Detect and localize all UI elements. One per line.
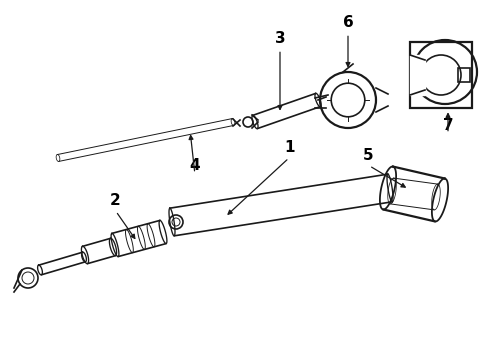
Polygon shape bbox=[410, 55, 425, 95]
Text: 7: 7 bbox=[442, 117, 453, 132]
Text: 6: 6 bbox=[343, 14, 353, 30]
Text: 4: 4 bbox=[190, 158, 200, 172]
Text: 5: 5 bbox=[363, 148, 373, 162]
Text: 2: 2 bbox=[110, 193, 121, 207]
Text: 1: 1 bbox=[285, 140, 295, 154]
Circle shape bbox=[421, 55, 461, 95]
Text: 3: 3 bbox=[275, 31, 285, 45]
